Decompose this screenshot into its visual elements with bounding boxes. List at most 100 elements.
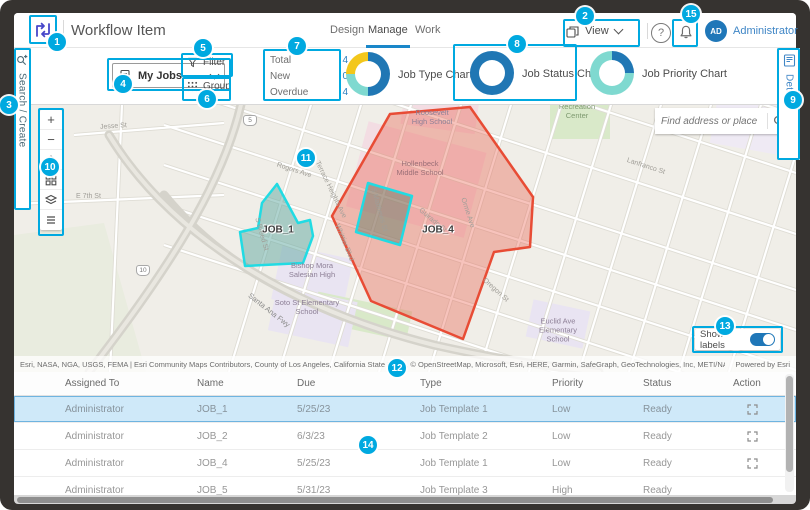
show-labels-label: Show labels — [700, 328, 725, 351]
table-vertical-scrollbar[interactable] — [785, 374, 794, 492]
home-button[interactable] — [40, 150, 62, 170]
stat-row: New 0 — [270, 71, 348, 82]
zoom-to-action-button[interactable] — [733, 403, 793, 415]
map-toolbar: + − — [40, 110, 62, 230]
map-search-box — [655, 108, 790, 134]
column-header-priority[interactable]: Priority — [552, 378, 584, 389]
chart-label: Job Priority Chart — [642, 68, 727, 80]
stat-value: 4 — [342, 55, 348, 66]
group-button[interactable]: Group — [187, 81, 231, 92]
filter-label: Filter — [203, 57, 226, 68]
user-name[interactable]: Administrator — [733, 25, 798, 37]
cell-due: 5/31/23 — [297, 484, 331, 496]
home-icon — [45, 154, 57, 166]
table-row[interactable]: Administrator JOB_2 6/3/23 Job Template … — [14, 423, 796, 450]
scrollbar-thumb[interactable] — [17, 496, 773, 503]
tab-manage[interactable]: Manage — [368, 24, 408, 36]
stat-value: 4 — [342, 87, 348, 98]
list-icon — [45, 214, 57, 226]
selection-rectangle[interactable] — [354, 181, 414, 247]
zoom-out-button[interactable]: − — [40, 130, 62, 150]
show-labels-toggle[interactable] — [750, 333, 775, 346]
legend-button[interactable] — [40, 210, 62, 230]
toolbar-panel: My Jobs Filter Group Total 4 New 0 Overd… — [14, 48, 796, 105]
cell-priority: Low — [552, 403, 571, 415]
job-polygon-job1[interactable] — [238, 182, 315, 268]
app-logo[interactable] — [31, 17, 55, 42]
details-tab[interactable]: Details — [777, 48, 800, 160]
basemap-button[interactable] — [40, 170, 62, 190]
cell-assigned-to: Administrator — [65, 457, 124, 469]
table-row[interactable]: Administrator JOB_5 5/31/23 Job Template… — [14, 477, 796, 496]
map[interactable]: Roosevelt High School Recreation Center … — [14, 105, 796, 372]
cell-priority: Low — [552, 430, 571, 442]
zoom-to-action-button[interactable] — [733, 430, 793, 442]
active-tab-underline — [366, 45, 410, 48]
job-doc-icon — [119, 69, 132, 82]
search-create-icon — [16, 54, 28, 66]
header: Workflow Item Design Manage Work View ? … — [14, 13, 798, 48]
job-status-chart[interactable] — [470, 51, 514, 95]
chart-label: Job Status Chart — [522, 68, 604, 80]
table-horizontal-scrollbar[interactable] — [14, 495, 796, 504]
scrollbar-thumb[interactable] — [786, 376, 793, 472]
attribution-text: Esri, NASA, NGA, USGS, FEMA | Esri Commu… — [20, 359, 726, 369]
zoom-to-action-button[interactable] — [733, 457, 793, 469]
cell-type: Job Template 1 — [420, 403, 488, 415]
filter-button[interactable]: Filter — [187, 57, 225, 68]
view-dropdown[interactable]: View — [566, 22, 638, 40]
view-layers-icon — [566, 25, 579, 38]
cell-status: Ready — [643, 430, 672, 442]
search-create-label: Search / Create — [16, 73, 28, 148]
stat-row: Total 4 — [270, 55, 348, 66]
basemap-grid-icon — [45, 174, 57, 186]
stat-label: Overdue — [270, 87, 309, 98]
column-header-due[interactable]: Due — [297, 378, 316, 389]
cell-status: Ready — [643, 484, 672, 496]
cell-assigned-to: Administrator — [65, 430, 124, 442]
details-label: Details — [783, 74, 795, 107]
cell-due: 5/25/23 — [297, 457, 331, 469]
column-header-type[interactable]: Type — [420, 378, 442, 389]
map-canvas — [14, 105, 796, 372]
table-row[interactable]: Administrator JOB_4 5/25/23 Job Template… — [14, 450, 796, 477]
tab-design[interactable]: Design — [330, 24, 365, 36]
map-attribution: Esri, NASA, NGA, USGS, FEMA | Esri Commu… — [14, 356, 796, 372]
avatar[interactable]: AD — [705, 20, 727, 42]
filter-icon — [187, 57, 198, 68]
stat-row: Overdue 4 — [270, 87, 348, 98]
donut-hole — [599, 60, 625, 86]
workflow-icon — [33, 20, 53, 40]
table-row[interactable]: Administrator JOB_1 5/25/23 Job Template… — [14, 396, 796, 423]
column-header-assigned-to[interactable]: Assigned To — [65, 378, 120, 389]
jobs-table: Assigned To Name Due Type Priority Statu… — [14, 372, 796, 496]
cell-due: 6/3/23 — [297, 430, 325, 442]
cell-due: 5/25/23 — [297, 403, 331, 415]
chevron-down-icon — [613, 24, 624, 35]
cell-assigned-to: Administrator — [65, 403, 124, 415]
cell-status: Ready — [643, 403, 672, 415]
cell-name: JOB_4 — [197, 457, 228, 469]
job-priority-chart[interactable] — [590, 51, 634, 95]
cell-type: Job Template 1 — [420, 457, 488, 469]
tab-work[interactable]: Work — [415, 24, 441, 36]
powered-by: Powered by Esri — [735, 359, 790, 369]
details-icon — [783, 54, 796, 67]
page-title: Workflow Item — [71, 22, 166, 39]
layers-button[interactable] — [40, 190, 62, 210]
cell-type: Job Template 2 — [420, 430, 488, 442]
group-label: Group — [203, 81, 231, 92]
job-polygon-job4[interactable] — [330, 105, 535, 341]
donut-hole — [355, 61, 381, 87]
notifications-button[interactable] — [679, 25, 693, 39]
job-type-chart[interactable] — [346, 52, 390, 96]
cell-priority: Low — [552, 457, 571, 469]
show-labels-control: Show labels — [695, 328, 780, 351]
zoom-in-button[interactable]: + — [40, 110, 62, 130]
column-header-action[interactable]: Action — [733, 378, 761, 389]
help-button[interactable]: ? — [651, 23, 671, 43]
search-create-tab[interactable]: Search / Create — [14, 48, 31, 210]
search-input[interactable] — [655, 115, 767, 127]
column-header-name[interactable]: Name — [197, 378, 224, 389]
column-header-status[interactable]: Status — [643, 378, 672, 389]
